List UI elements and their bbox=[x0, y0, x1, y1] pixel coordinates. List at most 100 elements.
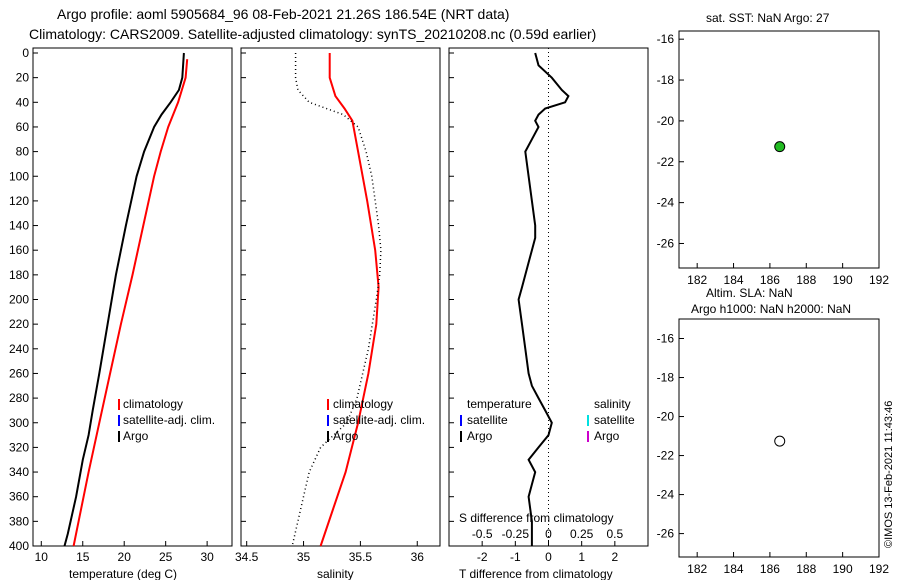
difference-xlabel: T difference from climatology bbox=[459, 567, 613, 580]
map-y-tick-label: -18 bbox=[657, 73, 675, 87]
temperature-ticks: 10 15 20 25 30 bbox=[33, 52, 214, 564]
legend-label: Argo bbox=[594, 429, 620, 443]
sla-map-axes bbox=[678, 318, 880, 558]
map-y-tick-label: -20 bbox=[657, 410, 675, 424]
depth-tick-label: 100 bbox=[9, 169, 29, 183]
s-diff-tick-label: -0.25 bbox=[502, 527, 530, 541]
legend-swatch-t-argo bbox=[460, 431, 462, 442]
salinity-axes bbox=[240, 47, 441, 547]
legend-label: Argo bbox=[333, 429, 359, 443]
map-x-tick-label: 186 bbox=[760, 273, 780, 287]
salinity-xlabel: salinity bbox=[317, 567, 354, 580]
x-tick-label: 35 bbox=[297, 550, 311, 564]
x-tick-label: -1 bbox=[510, 550, 521, 564]
map-y-tick-label: -22 bbox=[657, 155, 675, 169]
depth-tick-labels: 0 20 40 60 80 100 120 140 160 180 200 220 240 260 280 3… bbox=[9, 46, 29, 553]
legend-title-temperature: temperature bbox=[467, 397, 532, 411]
legend-label: satellite bbox=[594, 413, 635, 427]
x-tick-label: 35.5 bbox=[349, 550, 373, 564]
sst-argo-location-point bbox=[774, 141, 786, 153]
map-y-tick-label: -16 bbox=[657, 332, 675, 346]
map-y-tick-label: -22 bbox=[657, 449, 675, 463]
depth-tick-label: 40 bbox=[16, 95, 30, 109]
depth-tick-label: 80 bbox=[16, 145, 30, 159]
legend-swatch-s-argo bbox=[587, 431, 589, 442]
depth-tick-label: 400 bbox=[9, 539, 29, 553]
map-y-tick-label: -16 bbox=[657, 32, 675, 46]
depth-tick-label: 0 bbox=[22, 46, 29, 60]
legend-label: satellite-adj. clim. bbox=[333, 413, 425, 427]
legend-label: Argo bbox=[123, 429, 149, 443]
legend-swatch-satellite bbox=[118, 415, 120, 426]
legend-swatch-climatology bbox=[327, 399, 329, 410]
legend-label: climatology bbox=[123, 397, 183, 411]
temperature-climatology-line bbox=[72, 59, 189, 547]
x-tick-label: 36 bbox=[411, 550, 425, 564]
s-diff-tick-label: 0.5 bbox=[606, 527, 623, 541]
depth-tick-label: 140 bbox=[9, 219, 29, 233]
sla-argo-location-point bbox=[774, 435, 786, 447]
depth-tick-label: 160 bbox=[9, 243, 29, 257]
map-x-tick-label: 184 bbox=[724, 273, 744, 287]
legend-swatch-argo bbox=[118, 431, 120, 442]
temperature-xlabel: temperature (deg C) bbox=[69, 567, 177, 580]
x-tick-label: 0 bbox=[545, 550, 552, 564]
x-tick-label: 2 bbox=[611, 550, 618, 564]
depth-tick-label: 320 bbox=[9, 440, 29, 454]
depth-tick-label: 180 bbox=[9, 268, 29, 282]
depth-tick-label: 360 bbox=[9, 490, 29, 504]
legend-label: Argo bbox=[467, 429, 493, 443]
imos-timestamp: ©IMOS 13-Feb-2021 11:43:46 bbox=[883, 401, 895, 548]
depth-tick-label: 340 bbox=[9, 465, 29, 479]
salinity-climatology-line bbox=[319, 53, 380, 547]
x-tick-label: 20 bbox=[118, 550, 132, 564]
title-line-2: Climatology: CARS2009. Satellite-adjuste… bbox=[29, 26, 596, 42]
s-diff-tick-label: -0.5 bbox=[472, 527, 493, 541]
legend-swatch-satellite bbox=[327, 415, 329, 426]
map-x-tick-label: 192 bbox=[869, 273, 889, 287]
x-tick-label: 10 bbox=[35, 550, 49, 564]
temperature-difference-line bbox=[517, 52, 570, 546]
map-y-tick-label: -26 bbox=[657, 236, 675, 250]
legend-label: satellite-adj. clim. bbox=[123, 413, 215, 427]
depth-tick-label: 20 bbox=[16, 71, 30, 85]
depth-tick-label: 60 bbox=[16, 120, 30, 134]
s-diff-tick-label: 0.25 bbox=[570, 527, 594, 541]
depth-tick-label: 260 bbox=[9, 366, 29, 380]
legend-swatch-argo bbox=[327, 431, 329, 442]
salinity-argo-line bbox=[291, 53, 382, 547]
map-y-tick-label: -20 bbox=[657, 114, 675, 128]
legend-title-salinity: salinity bbox=[594, 397, 631, 411]
sst-map-ticks: 182 184 186 188 190 192 -16 -18 -20 -22 -24 -26 bbox=[657, 32, 890, 287]
map-y-tick-label: -26 bbox=[657, 527, 675, 541]
map-x-tick-label: 182 bbox=[687, 562, 707, 576]
map-x-tick-label: 186 bbox=[760, 562, 780, 576]
difference-legend: temperature salinity satellite Argo sate… bbox=[460, 397, 635, 443]
map-x-tick-label: 190 bbox=[833, 273, 853, 287]
depth-tick-label: 300 bbox=[9, 416, 29, 430]
x-tick-label: 34.5 bbox=[235, 550, 259, 564]
salinity-legend: climatology satellite-adj. clim. Argo bbox=[327, 397, 425, 443]
title-line-1: Argo profile: aoml 5905684_96 08-Feb-202… bbox=[57, 6, 509, 22]
s-diff-tick-label: 0 bbox=[545, 527, 552, 541]
map-y-tick-label: -24 bbox=[657, 196, 675, 210]
depth-tick-label: 200 bbox=[9, 293, 29, 307]
sst-map-axes bbox=[678, 30, 880, 269]
map-x-tick-label: 192 bbox=[869, 562, 889, 576]
x-tick-label: 30 bbox=[200, 550, 214, 564]
map-y-tick-label: -24 bbox=[657, 488, 675, 502]
legend-swatch-climatology bbox=[118, 399, 120, 410]
x-tick-label: 1 bbox=[578, 550, 585, 564]
sla-map-title-line-2: Argo h1000: NaN h2000: NaN bbox=[691, 302, 851, 316]
legend-swatch-s-satellite bbox=[587, 415, 589, 426]
temperature-axes bbox=[32, 47, 233, 547]
legend-label: satellite bbox=[467, 413, 508, 427]
s-difference-label: S difference from climatology bbox=[459, 511, 614, 525]
depth-tick-label: 280 bbox=[9, 391, 29, 405]
map-x-tick-label: 188 bbox=[796, 562, 816, 576]
x-tick-label: -2 bbox=[477, 550, 488, 564]
temperature-legend: climatology satellite-adj. clim. Argo bbox=[118, 397, 215, 443]
map-x-tick-label: 190 bbox=[833, 562, 853, 576]
map-y-tick-label: -18 bbox=[657, 371, 675, 385]
